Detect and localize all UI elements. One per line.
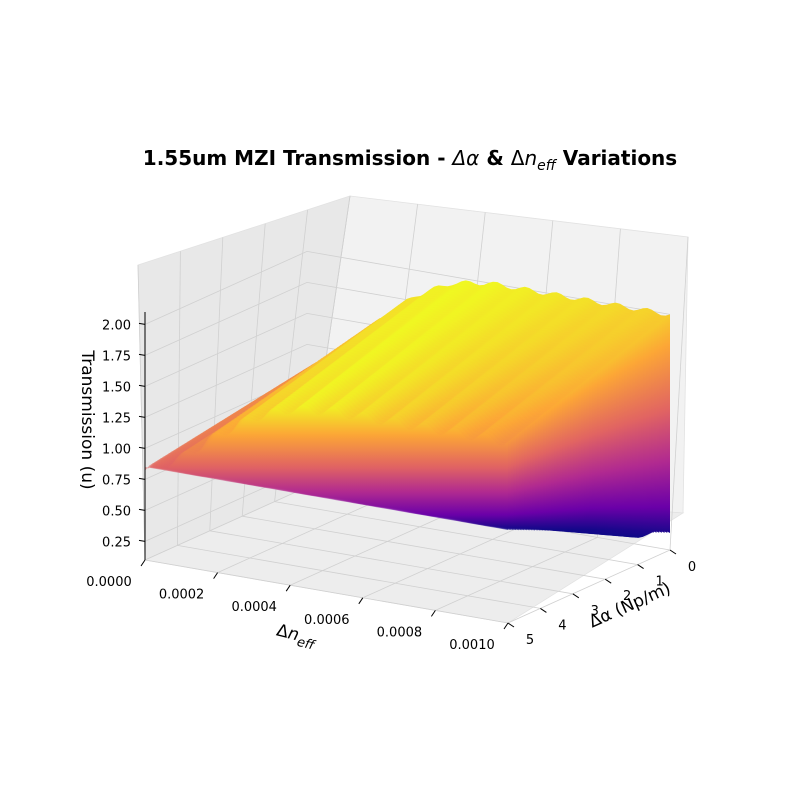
x-tick-mark — [358, 597, 364, 605]
grid-line-y-floor-1 — [274, 501, 638, 565]
x-tick-label: 0.0000 — [86, 575, 132, 590]
z-tick-mark — [138, 508, 146, 511]
x-tick-mark — [285, 584, 291, 592]
y-tick-mark — [669, 549, 677, 555]
z-tick-mark — [138, 384, 146, 387]
grid-line-x-floor-1 — [217, 499, 380, 573]
x-tick-label: 0.0004 — [231, 600, 277, 615]
x-tick-label: 0.0008 — [377, 625, 423, 640]
grid-line-y-floor-2 — [242, 515, 606, 580]
z-tick-mark — [138, 539, 146, 542]
z-axis-label: Transmission (u) — [77, 349, 97, 489]
x-tick-label: 0.0010 — [449, 638, 495, 653]
y-tick-label: 5 — [526, 633, 534, 648]
z-tick-mark — [138, 477, 146, 480]
grid-line-y-floor-5 — [144, 559, 509, 624]
z-tick-mark — [138, 322, 146, 325]
z-tick-label: 1.00 — [102, 442, 131, 457]
x-tick-mark — [430, 610, 436, 617]
z-tick-label: 2.00 — [102, 318, 131, 333]
grid-line-y-floor-4 — [177, 545, 541, 609]
y-tick-label: 1 — [655, 575, 663, 590]
y-axis-label: Δα (Np/m) — [586, 579, 674, 633]
grid-line-x-wall-5 — [669, 236, 689, 551]
y-tick-label: 2 — [623, 589, 631, 604]
z-tick-label: 0.50 — [102, 504, 131, 519]
z-tick-label: 1.25 — [102, 411, 131, 426]
x-tick-mark — [213, 572, 219, 579]
x-axis-label: Δneff — [274, 621, 320, 654]
grid-line-x-floor-2 — [290, 511, 453, 586]
grid-line-y-floor-3 — [209, 530, 573, 595]
x-tick-label: 0.0006 — [304, 613, 350, 628]
chart-title: 1.55um MZI Transmission - Δα & Δneff Var… — [143, 146, 677, 174]
y-tick-mark — [507, 622, 515, 628]
transmission-surface — [145, 280, 670, 538]
y-tick-mark — [572, 593, 580, 599]
z-tick-label: 1.75 — [102, 349, 131, 364]
z-tick-mark — [138, 446, 146, 449]
z-tick-label: 1.50 — [102, 380, 131, 395]
y-tick-label: 0 — [688, 560, 696, 575]
axes: 0.0000 0.0002 0.0004 0.0006 0.0008 0.0010 0 1 2 3… — [86, 312, 696, 653]
grid-line-y-wall-5 — [137, 264, 146, 561]
x-tick-label: 0.0002 — [159, 588, 205, 603]
grid-line-y-wall-3 — [209, 237, 224, 531]
y-tick-label: 3 — [591, 604, 599, 619]
surface-slice — [145, 404, 508, 530]
grid-line-x-floor-5 — [507, 549, 671, 624]
grid-line-x-floor-0 — [144, 486, 308, 561]
x-tick-mark — [140, 559, 146, 567]
z-tick-label: 0.75 — [102, 473, 131, 488]
z-tick-label: 0.25 — [102, 535, 131, 550]
z-tick-mark — [138, 415, 146, 418]
grid-line-x-floor-3 — [362, 524, 525, 599]
grid-line-x-floor-4 — [435, 537, 598, 611]
z-tick-mark — [138, 353, 146, 356]
y-tick-mark — [540, 607, 547, 613]
y-tick-mark — [637, 564, 644, 570]
x-tick-mark — [503, 622, 509, 630]
y-tick-label: 4 — [558, 618, 566, 633]
y-tick-mark — [604, 578, 612, 584]
grid-line-y-wall-4 — [177, 251, 181, 546]
grid-line-z-7 — [144, 250, 671, 325]
